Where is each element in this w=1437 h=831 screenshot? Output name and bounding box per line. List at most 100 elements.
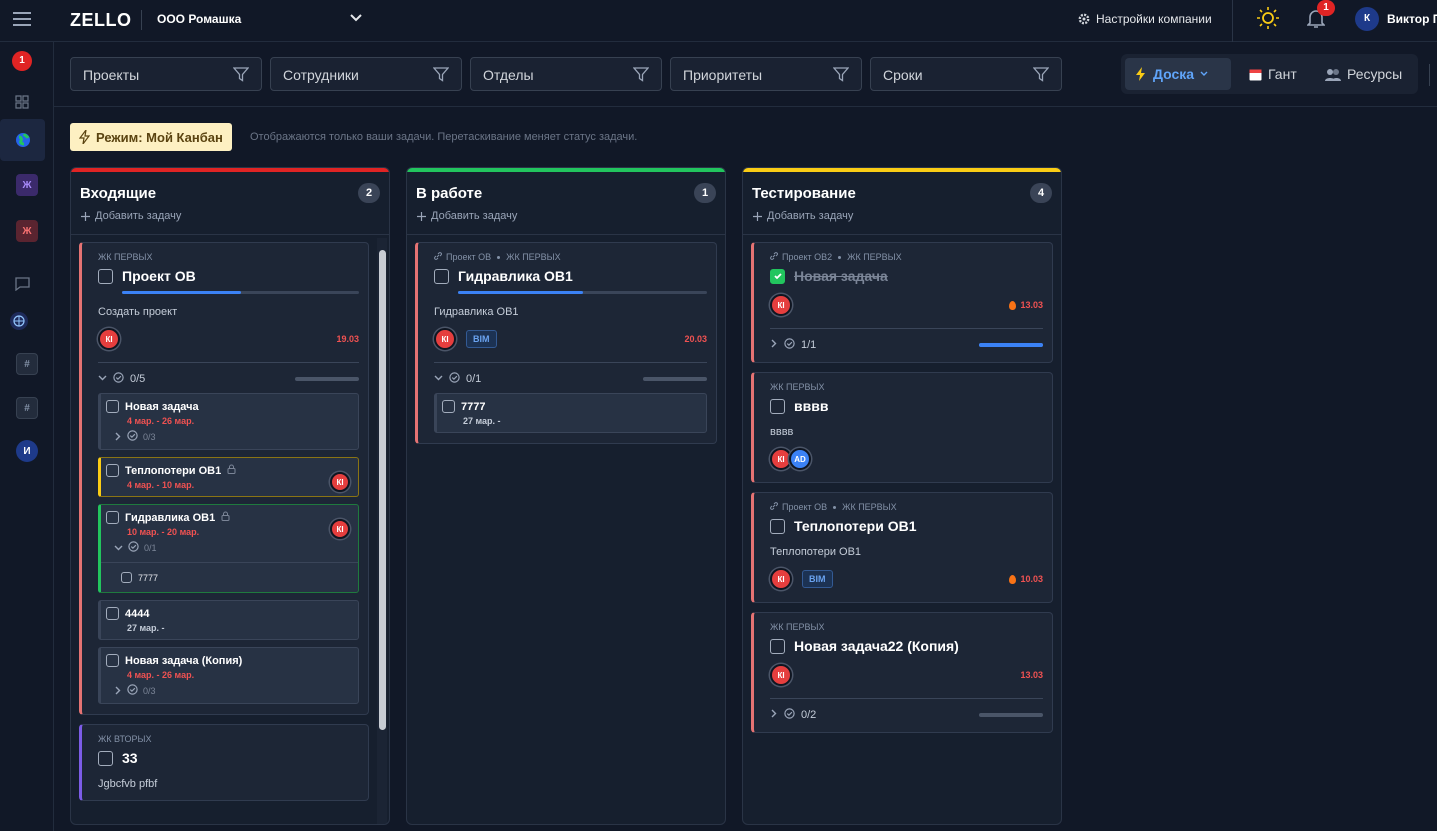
menu-icon[interactable] bbox=[13, 11, 31, 27]
project-name: Проект ОВ bbox=[782, 502, 828, 512]
checklist-count: 0/3 bbox=[143, 431, 156, 442]
chat-icon[interactable] bbox=[15, 277, 30, 291]
checkbox[interactable] bbox=[434, 268, 449, 284]
checkbox[interactable] bbox=[106, 654, 119, 667]
card-title: Новая задача22 (Копия) bbox=[794, 638, 959, 654]
notification-badge: 1 bbox=[1317, 0, 1335, 16]
card-footer: КІ 13.03 bbox=[770, 662, 1043, 688]
filter-dropdown[interactable]: Отделы bbox=[470, 57, 662, 91]
subtask[interactable]: Новая задача (Копия) 4 мар. - 26 мар. 0/3 bbox=[98, 647, 359, 704]
progress-track bbox=[458, 291, 707, 294]
column-count: 1 bbox=[694, 183, 716, 203]
due-date: 19.03 bbox=[336, 334, 359, 344]
space-icon: # bbox=[16, 397, 38, 419]
space-icon: # bbox=[16, 353, 38, 375]
task-card[interactable]: ЖК ПЕРВЫХ Новая задача22 (Копия) КІ 13.03 0/… bbox=[751, 612, 1053, 733]
space-item[interactable]: И bbox=[8, 432, 46, 470]
view-tab[interactable]: Доска bbox=[1125, 58, 1231, 90]
checkbox[interactable] bbox=[442, 400, 455, 413]
checkbox[interactable] bbox=[106, 400, 119, 413]
expand-icon bbox=[770, 709, 778, 721]
add-task[interactable]: Добавить задачу bbox=[753, 210, 853, 222]
company-name[interactable]: ООО Ромашка bbox=[157, 12, 242, 26]
view-tab[interactable]: Гант bbox=[1239, 58, 1307, 90]
view-tab[interactable]: Ресурсы bbox=[1315, 58, 1412, 90]
subtask-checklist[interactable]: 0/3 bbox=[114, 684, 352, 697]
checklist-count: 0/3 bbox=[143, 685, 156, 696]
subtask[interactable]: Новая задача 4 мар. - 26 мар. 0/3 bbox=[98, 393, 359, 450]
mode-hint: Отображаются только ваши задачи. Перетас… bbox=[250, 131, 638, 143]
card-description: Создать проект bbox=[98, 306, 178, 318]
task-card[interactable]: ЖК ПЕРВЫХ вввв вввв КІ AD bbox=[751, 372, 1053, 483]
task-card[interactable]: Проект ОВ ЖК ПЕРВЫХ Теплопотери ОВ1 Теплопо… bbox=[751, 492, 1053, 603]
subtask-dates: 4 мар. - 26 мар. bbox=[127, 670, 195, 680]
filter-dropdown[interactable]: Проекты bbox=[70, 57, 262, 91]
subtask-title-row: 7777 bbox=[442, 400, 700, 413]
filter-label: Отделы bbox=[483, 67, 534, 83]
subtask-dates: 4 мар. - 26 мар. bbox=[127, 416, 195, 426]
checkbox[interactable] bbox=[770, 638, 785, 654]
divider bbox=[1429, 64, 1430, 86]
checkbox[interactable] bbox=[98, 750, 113, 766]
task-card[interactable]: Проект ОВ2 ЖК ПЕРВЫХ Новая задача КІ 13.03 1/… bbox=[751, 242, 1053, 363]
user-avatar[interactable]: К bbox=[1355, 7, 1379, 31]
card-title: Гидравлика ОВ1 bbox=[458, 268, 573, 284]
space-item[interactable]: # bbox=[8, 389, 46, 427]
checklist-row[interactable]: 1/1 bbox=[770, 328, 1043, 352]
avatar: КІ bbox=[330, 472, 350, 492]
card-tag: ЖК ПЕРВЫХ bbox=[770, 622, 825, 632]
company-settings[interactable]: Настройки компании bbox=[1096, 12, 1212, 26]
subtask-checklist[interactable]: 0/1 bbox=[114, 541, 352, 554]
checklist-icon bbox=[128, 541, 139, 554]
filter-dropdown[interactable]: Приоритеты bbox=[670, 57, 862, 91]
checkbox[interactable] bbox=[121, 572, 132, 583]
subtask-title: Теплопотери ОВ1 bbox=[125, 464, 222, 477]
filter-dropdown[interactable]: Сотрудники bbox=[270, 57, 462, 91]
card-title-row: 33 bbox=[98, 750, 359, 766]
subtask-checklist[interactable]: 0/3 bbox=[114, 430, 352, 443]
checklist-row[interactable]: 0/5 bbox=[98, 362, 359, 386]
task-card[interactable]: Проект ОВ ЖК ПЕРВЫХ Гидравлика ОВ1 Гидравли… bbox=[415, 242, 717, 444]
subtask-title: 4444 bbox=[125, 607, 150, 620]
task-card[interactable]: ЖК ПЕРВЫХ Проект ОВ Создать проект КІ 19.03 0… bbox=[79, 242, 369, 715]
active-space[interactable] bbox=[0, 119, 45, 161]
card-footer: КІ BIM 20.03 bbox=[434, 326, 707, 352]
globe-icon[interactable] bbox=[9, 311, 29, 331]
theme-toggle[interactable] bbox=[1257, 7, 1279, 29]
card-meta: ЖК ПЕРВЫХ bbox=[98, 252, 359, 262]
card-title: вввв bbox=[794, 398, 829, 414]
space-item[interactable]: # bbox=[8, 345, 46, 383]
space-item[interactable]: Ж bbox=[8, 166, 46, 204]
subtask[interactable]: 7777 27 мар. - bbox=[434, 393, 707, 433]
chevron[interactable] bbox=[350, 14, 362, 22]
card-meta: Проект ОВ2 ЖК ПЕРВЫХ bbox=[770, 252, 1043, 262]
task-card[interactable]: ЖК ВТОРЫХ 33 Jgbcfvb pfbf bbox=[79, 724, 369, 801]
subtask[interactable]: 4444 27 мар. - bbox=[98, 600, 359, 640]
checkbox[interactable] bbox=[770, 398, 785, 414]
card-title-row: Теплопотери ОВ1 bbox=[770, 518, 1043, 534]
checklist-row[interactable]: 0/1 bbox=[434, 362, 707, 386]
logo[interactable]: ZELLO bbox=[70, 10, 132, 30]
user-name[interactable]: Виктор П bbox=[1387, 12, 1437, 26]
filter-dropdown[interactable]: Сроки bbox=[870, 57, 1062, 91]
filter-label: Приоритеты bbox=[683, 67, 763, 83]
grid-icon[interactable] bbox=[15, 95, 29, 109]
checkbox[interactable] bbox=[770, 518, 785, 534]
subtask[interactable]: Гидравлика ОВ1 10 мар. - 20 мар. КІ 0/1 7777 bbox=[98, 504, 359, 593]
checkbox[interactable] bbox=[770, 268, 785, 284]
add-task[interactable]: Добавить задачу bbox=[417, 210, 517, 222]
separator bbox=[838, 255, 842, 259]
checkbox[interactable] bbox=[106, 511, 119, 524]
subtask[interactable]: Теплопотери ОВ1 4 мар. - 10 мар. КІ bbox=[98, 457, 359, 497]
checklist-row[interactable]: 0/2 bbox=[770, 698, 1043, 722]
checkbox[interactable] bbox=[106, 607, 119, 620]
filter-label: Сотрудники bbox=[283, 67, 359, 83]
card-footer: КІ BIM 10.03 bbox=[770, 566, 1043, 592]
add-task-label: Добавить задачу bbox=[767, 210, 854, 222]
space-item[interactable]: Ж bbox=[8, 212, 46, 250]
checkbox[interactable] bbox=[98, 268, 113, 284]
add-task[interactable]: Добавить задачу bbox=[81, 210, 181, 222]
checkbox[interactable] bbox=[106, 464, 119, 477]
card-title: Проект ОВ bbox=[122, 268, 196, 284]
card-footer: КІ 13.03 bbox=[770, 292, 1043, 318]
